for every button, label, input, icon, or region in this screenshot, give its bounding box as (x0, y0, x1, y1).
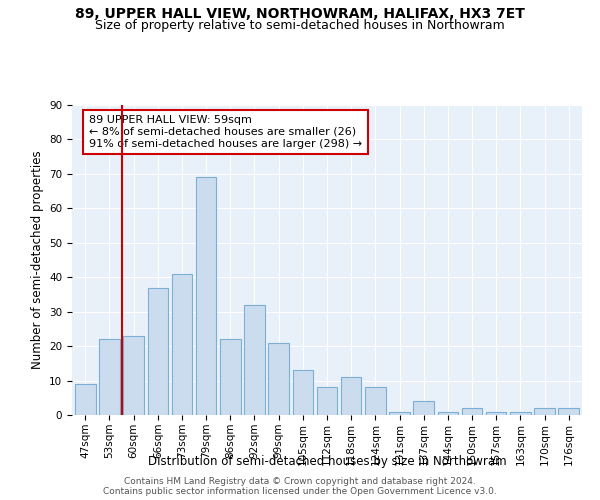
Text: 89, UPPER HALL VIEW, NORTHOWRAM, HALIFAX, HX3 7ET: 89, UPPER HALL VIEW, NORTHOWRAM, HALIFAX… (75, 8, 525, 22)
Bar (220, 339, 241, 415)
Bar (196, 178, 217, 415)
Text: 89 UPPER HALL VIEW: 59sqm
← 8% of semi-detached houses are smaller (26)
91% of s: 89 UPPER HALL VIEW: 59sqm ← 8% of semi-d… (89, 116, 362, 148)
Bar (510, 412, 530, 415)
Bar (341, 377, 361, 415)
Bar (268, 342, 289, 415)
Text: Distribution of semi-detached houses by size in Northowram: Distribution of semi-detached houses by … (148, 455, 506, 468)
Bar (124, 336, 144, 415)
Bar (293, 370, 313, 415)
Bar (365, 388, 386, 415)
Bar (413, 401, 434, 415)
Bar (75, 384, 95, 415)
Y-axis label: Number of semi-detached properties: Number of semi-detached properties (31, 150, 44, 370)
Bar (462, 408, 482, 415)
Bar (437, 412, 458, 415)
Text: Contains HM Land Registry data © Crown copyright and database right 2024.
Contai: Contains HM Land Registry data © Crown c… (103, 476, 497, 496)
Bar (534, 408, 555, 415)
Bar (559, 408, 579, 415)
Bar (148, 288, 168, 415)
Bar (317, 388, 337, 415)
Bar (389, 412, 410, 415)
Bar (486, 412, 506, 415)
Bar (172, 274, 192, 415)
Bar (99, 339, 120, 415)
Text: Size of property relative to semi-detached houses in Northowram: Size of property relative to semi-detach… (95, 18, 505, 32)
Bar (244, 305, 265, 415)
